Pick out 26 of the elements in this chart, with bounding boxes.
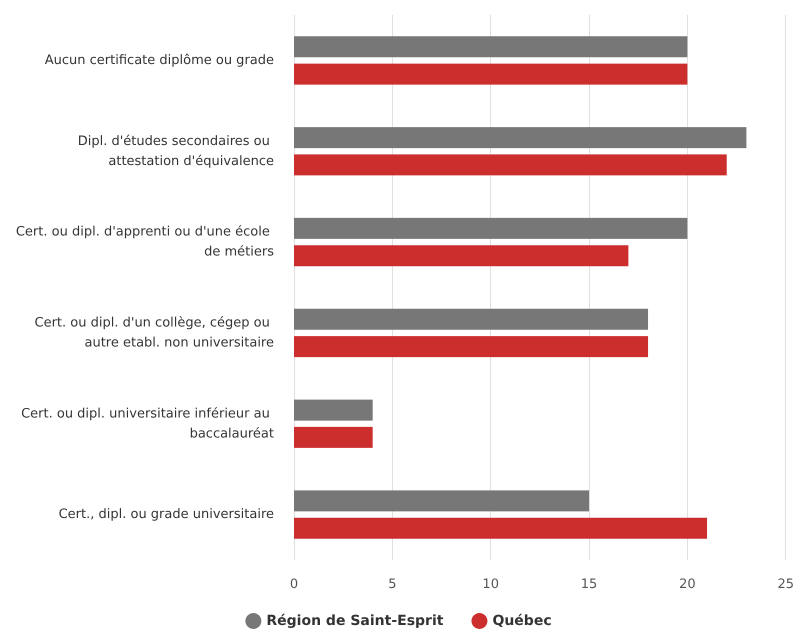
bar: [294, 426, 373, 448]
x-tick-label: 20: [679, 577, 696, 592]
x-tick-label: 15: [580, 577, 598, 592]
bar: [294, 336, 648, 358]
y-tick-label: Dipl. d'études secondaires ou attestation d'équivalence: [78, 134, 274, 169]
bar: [294, 64, 688, 85]
x-tick-label: 0: [290, 577, 298, 592]
bar: [294, 127, 746, 148]
x-tick-label: 25: [777, 577, 794, 592]
bar: [294, 218, 688, 239]
bar: [294, 518, 708, 539]
y-tick-label: Cert., dipl. ou grade universitaire: [58, 507, 274, 522]
bar: [294, 245, 628, 266]
x-tick-label: 10: [482, 577, 499, 592]
bar: [294, 36, 688, 58]
y-tick-label: Cert. ou dipl. d'apprenti ou d'une école de métiers: [16, 224, 274, 260]
legend-label: Région de Saint-Esprit: [266, 613, 444, 629]
y-tick-label: Aucun certificate diplôme ou grade: [44, 52, 274, 68]
bar: [294, 154, 727, 176]
bar: [294, 308, 648, 330]
y-tick-label: Cert. ou dipl. universitaire inférieur au baccalauréat: [21, 406, 274, 442]
bar: [294, 490, 590, 512]
y-tick-label: Cert. ou dipl. d'un collège, cégep ou autre etabl. non universitaire: [34, 315, 274, 350]
bar: [294, 400, 373, 421]
x-tick-label: 5: [388, 577, 396, 592]
legend-label: Québec: [492, 613, 552, 629]
